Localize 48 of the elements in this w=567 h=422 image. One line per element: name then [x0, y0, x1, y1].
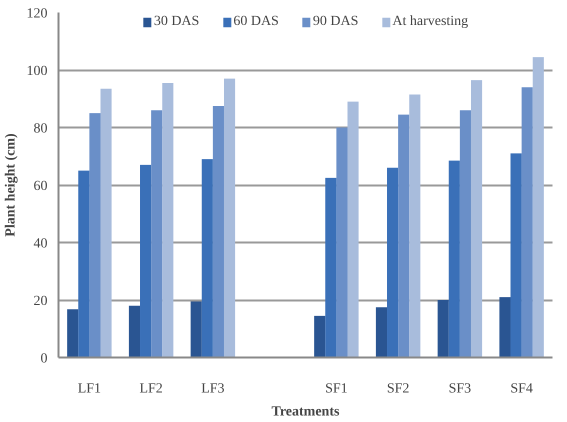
bar	[409, 94, 420, 358]
bar	[387, 168, 398, 358]
bar	[448, 160, 460, 358]
y-tick-label: 100	[26, 64, 48, 79]
bar	[398, 114, 410, 358]
x-tick-label: SF1	[325, 382, 348, 396]
bar	[224, 78, 236, 358]
y-tick-label: 80	[34, 122, 48, 136]
bar	[376, 307, 388, 358]
bar	[499, 297, 511, 358]
legend-label: 30 DAS	[154, 14, 200, 30]
bar	[89, 113, 100, 358]
bar	[212, 106, 224, 358]
legend-label: 60 DAS	[233, 14, 279, 30]
x-tick-label: SF4	[510, 382, 533, 396]
x-tick-label: SF3	[448, 382, 472, 396]
x-axis-title: Treatments	[272, 404, 340, 420]
bar	[151, 110, 162, 358]
y-tick-label: 0	[40, 352, 48, 366]
bar	[314, 316, 326, 358]
y-tick-label: 120	[26, 6, 48, 22]
bar	[522, 87, 533, 358]
bar	[128, 306, 140, 358]
bar	[78, 170, 90, 358]
bar	[336, 128, 348, 358]
x-tick-label: LF3	[201, 382, 225, 396]
x-tick-label: LF2	[139, 382, 163, 396]
y-tick-label: 40	[34, 236, 48, 252]
bar	[190, 301, 202, 358]
bar	[325, 178, 336, 358]
bar	[67, 309, 78, 358]
bar	[202, 159, 213, 358]
x-tick-label: LF1	[78, 382, 102, 396]
bar	[460, 110, 471, 358]
y-tick-label: 20	[34, 294, 48, 309]
y-tick-label: 60	[34, 179, 48, 194]
bar	[532, 57, 544, 358]
bar	[140, 164, 152, 358]
bar	[438, 300, 449, 358]
bar	[510, 153, 522, 358]
bar	[470, 80, 482, 358]
x-tick-label: SF2	[386, 382, 410, 396]
bar	[347, 102, 359, 358]
legend-label: 90 DAS	[312, 14, 358, 30]
legend-label: At harvesting	[392, 14, 468, 30]
bar	[100, 88, 112, 358]
bar	[162, 82, 174, 358]
y-axis-title: Plant height (cm)	[4, 132, 18, 237]
